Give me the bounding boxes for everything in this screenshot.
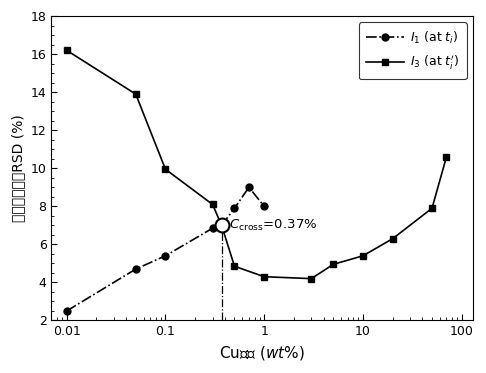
$I_3$ (at $t_i^{\prime}$): [162, 167, 168, 172]
$I_3$ (at $t_i^{\prime}$): [429, 206, 435, 210]
$I_1$ (at $t_i$): [209, 226, 215, 231]
$I_3$ (at $t_i^{\prime}$): [444, 155, 450, 159]
$I_1$ (at $t_i$): [133, 267, 139, 271]
$I_3$ (at $t_i^{\prime}$): [309, 276, 314, 281]
Legend: $I_1$ (at $t_i$), $I_3$ (at $t_i^{\prime}$): $I_1$ (at $t_i$), $I_3$ (at $t_i^{\prime…: [359, 22, 467, 79]
$I_3$ (at $t_i^{\prime}$): [64, 48, 69, 53]
$I_1$ (at $t_i$): [246, 185, 252, 189]
$I_1$ (at $t_i$): [261, 204, 267, 209]
X-axis label: Cu含量 ($\mathit{wt}$%): Cu含量 ($\mathit{wt}$%): [219, 344, 305, 362]
$I_3$ (at $t_i^{\prime}$): [360, 254, 366, 258]
Text: $C_{\rm cross}$=0.37%: $C_{\rm cross}$=0.37%: [229, 218, 317, 233]
Y-axis label: 相对标准偏差RSD (%): 相对标准偏差RSD (%): [11, 115, 25, 222]
$I_3$ (at $t_i^{\prime}$): [133, 92, 139, 96]
$I_3$ (at $t_i^{\prime}$): [209, 202, 215, 207]
Line: $I_1$ (at $t_i$): $I_1$ (at $t_i$): [63, 184, 268, 314]
$I_1$ (at $t_i$): [232, 206, 238, 210]
$I_3$ (at $t_i^{\prime}$): [232, 264, 238, 269]
$I_3$ (at $t_i^{\prime}$): [330, 262, 336, 267]
Line: $I_3$ (at $t_i^{\prime}$): $I_3$ (at $t_i^{\prime}$): [63, 47, 450, 282]
$I_3$ (at $t_i^{\prime}$): [261, 275, 267, 279]
$I_1$ (at $t_i$): [162, 254, 168, 258]
$I_1$ (at $t_i$): [64, 309, 69, 313]
$I_3$ (at $t_i^{\prime}$): [390, 236, 396, 241]
$I_1$ (at $t_i$): [219, 223, 225, 228]
$I_3$ (at $t_i^{\prime}$): [219, 223, 225, 228]
